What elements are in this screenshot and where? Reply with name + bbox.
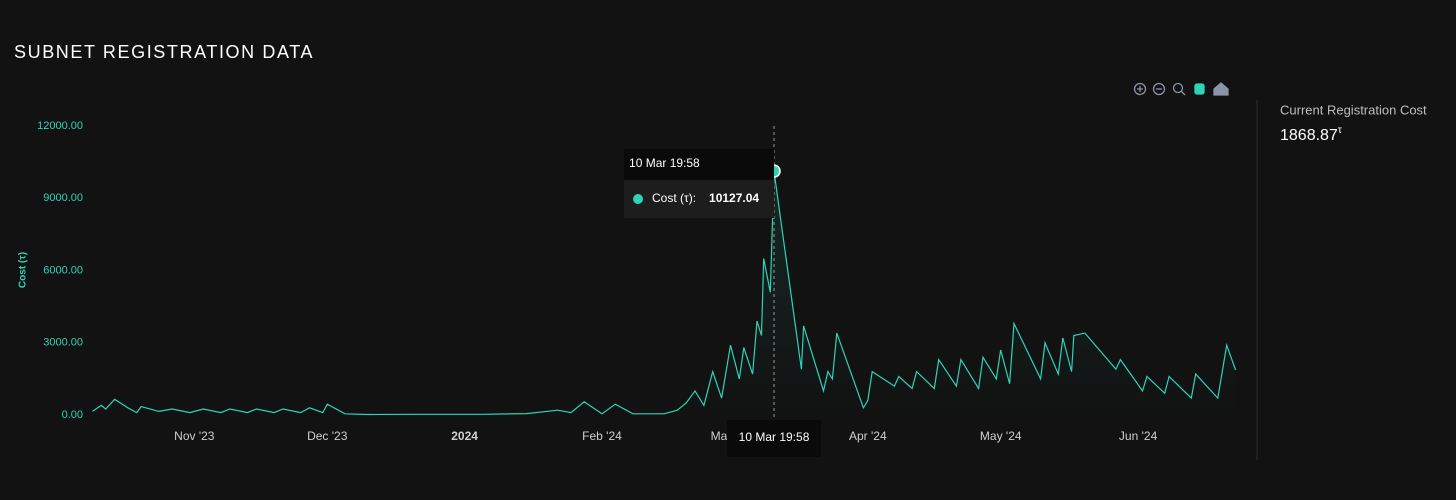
x-tick-label: May '24: [980, 429, 1022, 443]
x-tick-label: Nov '23: [174, 429, 215, 443]
x-tick-label: Feb '24: [582, 429, 622, 443]
side-value: 1868.87τ: [1280, 125, 1342, 145]
title: SUBNET REGISTRATION DATA: [14, 42, 314, 62]
selection-zoom-button[interactable]: [1172, 82, 1186, 96]
y-tick-label: 6000.00: [43, 264, 83, 276]
y-tick-label: 12000.00: [37, 120, 83, 132]
tooltip-series: Cost (τ):: [652, 191, 696, 205]
x-tick-label: 2024: [451, 429, 478, 443]
current-cost: 1868.87: [1280, 127, 1338, 144]
side-label: Current Registration Cost: [1280, 102, 1427, 117]
tooltip-title: 10 Mar 19:58: [629, 156, 700, 170]
toolbar: [1133, 82, 1229, 96]
line: [92, 171, 1237, 416]
area: [92, 171, 1236, 415]
crosshair-label: 10 Mar 19:58: [739, 430, 810, 444]
crosshair-label-box: [727, 420, 822, 457]
plot: Cost (τ) 0.00 3000.00 6000.00 9000.00 12000.0…: [18, 120, 1237, 457]
x-tick-label: Apr '24: [849, 429, 887, 443]
y-tick-label: 3000.00: [43, 337, 83, 349]
reset-button[interactable]: [1213, 82, 1229, 96]
y-tick-label: 0.00: [62, 409, 83, 421]
y-axis-label: Cost (τ): [18, 252, 29, 288]
cost-unit: τ: [1338, 125, 1342, 136]
tooltip-marker: [633, 194, 644, 204]
tooltip-value: 10127.04: [709, 191, 759, 205]
zoom-in-button[interactable]: [1133, 82, 1147, 96]
zoom-out-button[interactable]: [1152, 82, 1166, 96]
tooltip-header: [624, 149, 775, 180]
x-tick-label: Dec '23: [307, 429, 348, 443]
y-tick-label: 9000.00: [43, 192, 83, 204]
pan-button[interactable]: [1194, 83, 1205, 95]
tooltip-body: [624, 180, 775, 218]
x-tick-label: Jun '24: [1119, 429, 1158, 443]
